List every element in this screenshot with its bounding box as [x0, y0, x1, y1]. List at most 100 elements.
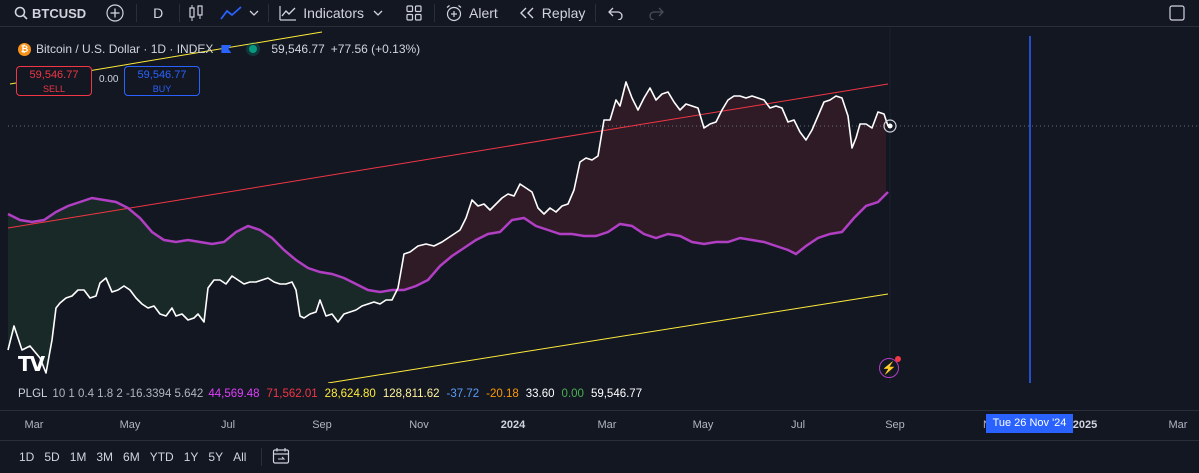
symbol-search[interactable]: BTCUSD [0, 0, 94, 27]
replay-button[interactable]: Replay [508, 0, 596, 27]
tradingview-logo[interactable]: TV [18, 352, 45, 376]
last-price-dot [887, 123, 893, 129]
crosshair-date-label: Tue 26 Nov '24 [986, 414, 1073, 433]
time-tick: Jul [790, 419, 806, 431]
symbol-label: BTCUSD [32, 5, 87, 21]
indicator-value: -37.72 [446, 388, 480, 400]
indicator-value: 59,546.77 [590, 388, 643, 400]
below-band-fill [8, 198, 396, 368]
indicator-value: 28,624.80 [324, 388, 376, 400]
indicators-label: Indicators [303, 5, 364, 21]
range-button-all[interactable]: All [233, 450, 247, 464]
range-button-6m[interactable]: 6M [123, 450, 140, 464]
toolbar-divider [434, 4, 435, 22]
chevron-down-icon [249, 10, 259, 16]
alert-label: Alert [469, 5, 498, 21]
flag-icon[interactable] [221, 45, 232, 53]
layout-button[interactable] [1155, 0, 1199, 27]
indicator-value: 128,811.62 [382, 388, 440, 400]
toolbar-divider [179, 4, 181, 22]
interval-label: D [153, 5, 164, 21]
calendar-icon [273, 447, 290, 464]
range-button-5d[interactable]: 5D [44, 450, 60, 464]
buy-label: BUY [152, 84, 172, 94]
undo-icon [608, 7, 624, 20]
time-tick: Nov [409, 419, 429, 431]
toolbar-divider [136, 4, 138, 22]
indicator-legend[interactable]: PLGL 10 1 0.4 1.8 2 -16.3394 5.642 44,56… [18, 388, 642, 400]
replay-label: Replay [541, 5, 586, 21]
indicator-value: 0.00 [561, 388, 584, 400]
range-button-3m[interactable]: 3M [96, 450, 114, 464]
range-buttons: 1D 5D 1M 3M 6M YTD 1Y 5Y All [14, 450, 251, 464]
compare-button[interactable] [94, 0, 136, 27]
redo-icon [649, 7, 665, 20]
bitcoin-icon: ₿ [18, 42, 31, 56]
indicator-values: 44,569.48 71,562.01 28,624.80 128,811.62 -37… [208, 388, 642, 400]
alert-button[interactable]: Alert [435, 0, 508, 27]
range-button-ytd[interactable]: YTD [149, 450, 174, 464]
interval-button[interactable]: D [137, 0, 179, 27]
mid-band-line [7, 191, 889, 294]
line-style-button[interactable] [212, 0, 268, 27]
spread-value: 0.00 [99, 74, 119, 85]
alarm-clock-icon [446, 5, 462, 22]
time-tick: Sep [312, 419, 332, 431]
sell-price: 59,546.77 [29, 69, 79, 81]
indicators-icon [279, 6, 297, 21]
market-open-icon [249, 45, 258, 53]
range-button-1m[interactable]: 1M [69, 450, 87, 464]
chevron-down-icon [373, 10, 383, 16]
indicator-name: PLGL [18, 388, 48, 400]
toolbar-divider [261, 448, 263, 466]
lightning-icon[interactable]: ⚡ [879, 356, 901, 378]
upper-channel-line [7, 83, 889, 229]
above-band-fill [398, 82, 886, 290]
time-tick: May [692, 419, 714, 431]
lower-channel-line [327, 293, 889, 383]
price-chart[interactable] [0, 28, 1199, 383]
indicator-value: 33.60 [525, 388, 555, 400]
indicator-value: 44,569.48 [208, 388, 260, 400]
range-button-1d[interactable]: 1D [19, 450, 35, 464]
indicators-button[interactable]: Indicators [269, 0, 394, 27]
indicator-value: -20.18 [486, 388, 519, 400]
grid-icon [406, 5, 422, 21]
sell-button[interactable]: 59,546.77 SELL [16, 66, 92, 96]
top-toolbar: BTCUSD D Indicators Alert Replay [0, 0, 1199, 27]
series-title: Bitcoin / U.S. Dollar · 1D · INDEX [36, 42, 214, 56]
line-chart-icon [220, 6, 242, 20]
sell-label: SELL [42, 84, 66, 94]
time-tick: 2024 [500, 419, 526, 431]
time-tick: Sep [885, 419, 905, 431]
price-line [7, 81, 889, 374]
layout-icon [1169, 5, 1185, 21]
price-change: +77.56 (+0.13%) [330, 42, 421, 56]
search-icon [14, 6, 28, 20]
indicator-params: 10 1 0.4 1.8 2 -16.3394 5.642 [52, 388, 204, 400]
plus-circle-icon [106, 4, 124, 22]
redo-button[interactable] [636, 0, 676, 27]
templates-button[interactable] [394, 0, 434, 27]
time-tick: Mar [24, 419, 44, 431]
toolbar-divider [595, 4, 597, 22]
time-tick: 2025 [1072, 419, 1098, 431]
last-price: 59,546.77 [271, 42, 325, 56]
bottom-toolbar: 1D 5D 1M 3M 6M YTD 1Y 5Y All [0, 440, 1199, 473]
buy-button[interactable]: 59,546.77 BUY [124, 66, 200, 96]
indicator-value: 71,562.01 [266, 388, 318, 400]
goto-date-button[interactable] [272, 447, 290, 468]
range-button-5y[interactable]: 5Y [208, 450, 224, 464]
candles-icon [189, 5, 203, 21]
time-tick: Mar [1168, 419, 1188, 431]
bars-style-button[interactable] [180, 0, 212, 27]
time-tick: May [119, 419, 141, 431]
rewind-icon [519, 7, 534, 19]
time-tick: Mar [597, 419, 617, 431]
undo-button[interactable] [596, 0, 636, 27]
range-button-1y[interactable]: 1Y [183, 450, 199, 464]
last-price-marker [883, 119, 897, 133]
toolbar-divider [268, 4, 270, 22]
series-legend[interactable]: ₿ Bitcoin / U.S. Dollar · 1D · INDEX 59,… [18, 42, 420, 56]
buy-price: 59,546.77 [137, 69, 187, 81]
